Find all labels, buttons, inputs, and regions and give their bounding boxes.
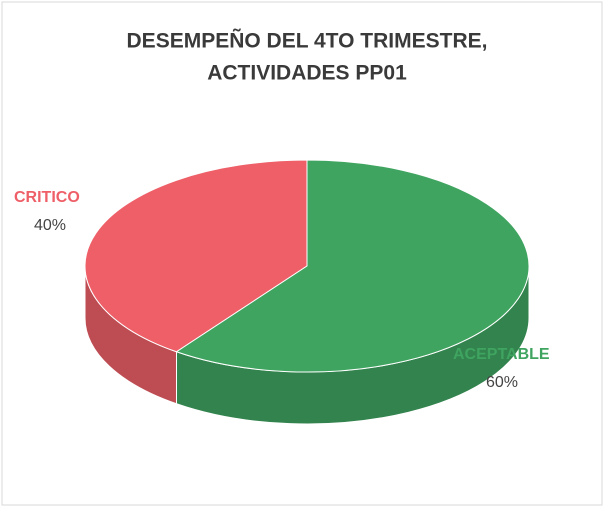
pie-slice xyxy=(84,159,308,353)
slice-label: CRITICO xyxy=(14,189,80,206)
chart-title: DESEMPEÑO DEL 4TO TRIMESTRE, xyxy=(127,30,488,53)
slice-value-label: 60% xyxy=(486,374,518,391)
pie-slice xyxy=(175,159,530,373)
slice-value-label: 40% xyxy=(34,217,66,234)
slice-label: ACEPTABLE xyxy=(453,346,550,363)
chart-title: ACTIVIDADES PP01 xyxy=(207,62,407,85)
